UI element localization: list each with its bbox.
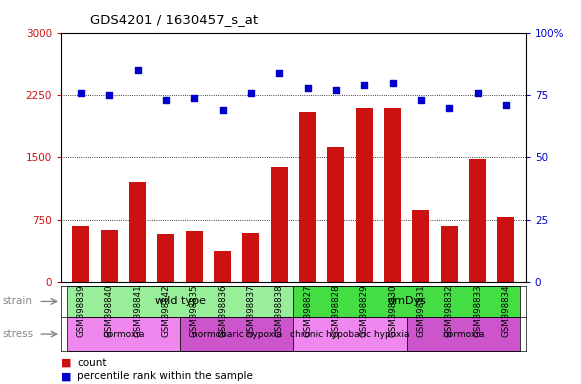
Text: GSM398832: GSM398832	[445, 285, 454, 338]
Bar	[67, 286, 293, 317]
Text: GDS4201 / 1630457_s_at: GDS4201 / 1630457_s_at	[90, 13, 259, 26]
Point	[161, 97, 170, 103]
Text: stress: stress	[3, 329, 34, 339]
Bar	[441, 226, 458, 282]
Text: GSM398831: GSM398831	[417, 285, 425, 338]
Text: percentile rank within the sample: percentile rank within the sample	[77, 371, 253, 381]
Bar	[293, 286, 520, 317]
Point	[501, 102, 511, 108]
Bar	[73, 226, 89, 282]
Text: GSM398836: GSM398836	[218, 285, 227, 338]
Point	[331, 87, 340, 93]
Text: GSM398835: GSM398835	[190, 285, 199, 338]
Text: GSM398830: GSM398830	[388, 285, 397, 338]
Bar	[469, 159, 486, 282]
Point	[275, 70, 284, 76]
Bar	[186, 231, 203, 282]
Point	[473, 89, 482, 96]
Bar	[242, 233, 259, 282]
Text: GSM398829: GSM398829	[360, 285, 369, 337]
Bar	[384, 108, 401, 282]
Point	[133, 67, 142, 73]
Point	[218, 107, 227, 113]
Text: GSM398840: GSM398840	[105, 285, 114, 338]
Text: normoxia: normoxia	[442, 329, 485, 339]
Point	[360, 82, 369, 88]
Bar	[497, 217, 514, 282]
Text: GSM398841: GSM398841	[133, 285, 142, 338]
Text: GSM398839: GSM398839	[76, 285, 85, 337]
Bar	[328, 147, 345, 282]
Text: normoxia: normoxia	[102, 329, 145, 339]
Point	[417, 97, 426, 103]
Point	[388, 79, 397, 86]
Point	[189, 94, 199, 101]
Point	[105, 92, 114, 98]
Bar	[271, 167, 288, 282]
Bar	[293, 317, 407, 351]
Bar	[299, 112, 316, 282]
Bar	[101, 230, 118, 282]
Text: GSM398842: GSM398842	[162, 285, 170, 338]
Bar	[129, 182, 146, 282]
Text: count: count	[77, 358, 107, 368]
Bar	[413, 210, 429, 282]
Bar	[356, 108, 373, 282]
Point	[76, 89, 85, 96]
Text: GSM398838: GSM398838	[275, 285, 284, 338]
Text: normobaric hypoxia: normobaric hypoxia	[192, 329, 282, 339]
Text: dmDys: dmDys	[388, 296, 426, 306]
Bar	[67, 317, 180, 351]
Text: GSM398834: GSM398834	[501, 285, 511, 338]
Bar	[214, 251, 231, 282]
Point	[303, 84, 312, 91]
Text: GSM398827: GSM398827	[303, 285, 312, 338]
Text: GSM398837: GSM398837	[246, 285, 256, 338]
Text: ■: ■	[61, 358, 75, 368]
Bar	[157, 234, 174, 282]
Text: strain: strain	[3, 296, 33, 306]
Bar	[180, 317, 293, 351]
Text: GSM398828: GSM398828	[331, 285, 340, 338]
Text: ■: ■	[61, 371, 75, 381]
Point	[444, 104, 454, 111]
Text: wild type: wild type	[155, 296, 206, 306]
Text: GSM398833: GSM398833	[473, 285, 482, 338]
Text: chronic hypobaric hypoxia: chronic hypobaric hypoxia	[290, 329, 410, 339]
Bar	[407, 317, 520, 351]
Point	[246, 89, 256, 96]
